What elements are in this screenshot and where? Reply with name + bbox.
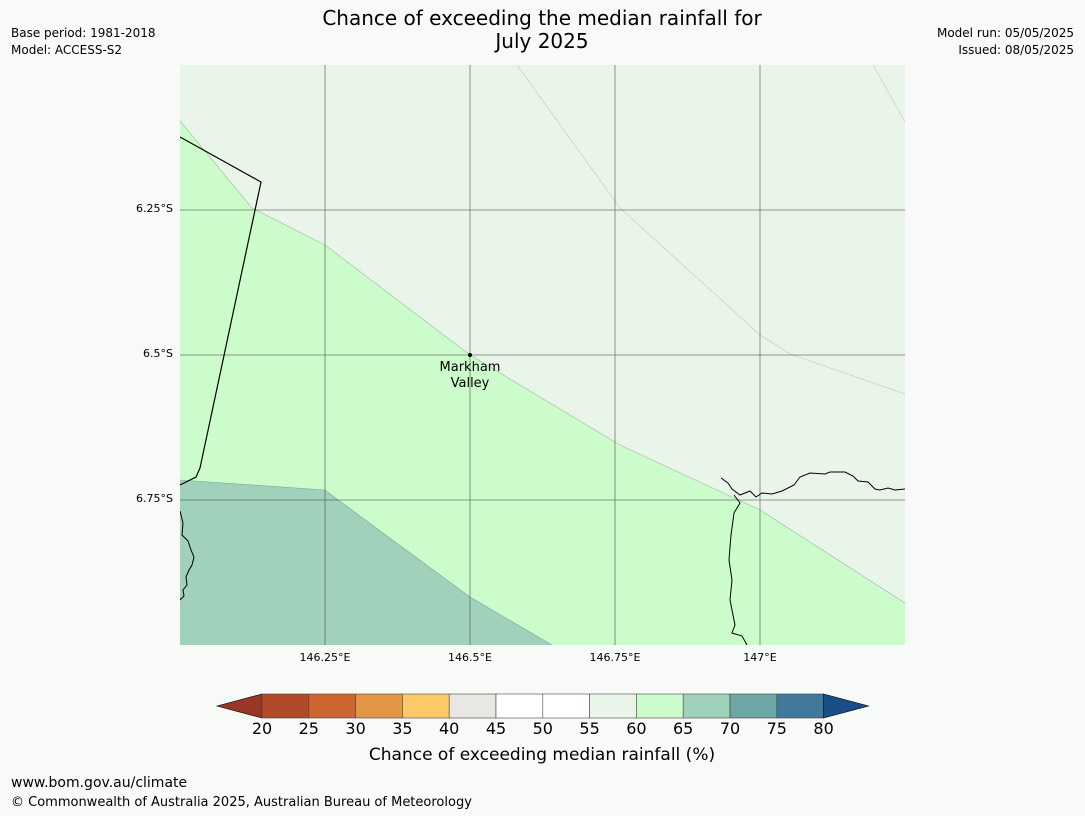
issued-text: Issued: 08/05/2025 (958, 43, 1074, 57)
colorbar-tick-label: 20 (251, 719, 273, 738)
colorbar-segment (589, 693, 637, 719)
model-text: Model: ACCESS-S2 (11, 43, 123, 57)
meta-right: Model run: 05/05/2025 Issued: 08/05/2025 (937, 25, 1074, 59)
colorbar-tick-label: 50 (532, 719, 553, 738)
colorbar-title: Chance of exceeding median rainfall (%) (368, 745, 716, 765)
lat-label-1: 6.25°S (136, 202, 173, 215)
colorbar-segment (729, 693, 778, 719)
place-marker (468, 353, 472, 357)
colorbar-over-arrow (823, 693, 870, 719)
colorbar-segment (636, 693, 684, 719)
colorbar-tick-label: 75 (766, 719, 787, 738)
colorbar-tick-label: 45 (485, 719, 507, 738)
place-label-line-1: Markham (439, 360, 501, 375)
colorbar-tick-label: 60 (626, 719, 647, 738)
river-south (728, 494, 748, 645)
river-line (720, 471, 905, 498)
colorbar-segment (261, 693, 310, 719)
band-60-65-region (180, 121, 905, 645)
colorbar-tick-label: 35 (392, 719, 413, 738)
colorbar-tick-label: 25 (298, 719, 319, 738)
colorbar-tick-label: 70 (719, 719, 741, 738)
lon-label-1: 146.25°E (299, 651, 351, 664)
colorbar-segment (355, 693, 403, 719)
colorbar-tick-label: 30 (345, 719, 366, 738)
band-50-55-region-top (180, 65, 905, 394)
title-line-1: Chance of exceeding the median rainfall … (322, 6, 762, 30)
lat-label-2: 6.5°S (143, 347, 173, 360)
title-line-2: July 2025 (495, 29, 589, 53)
colorbar-tick-label: 40 (439, 719, 460, 738)
base-period-text: Base period: 1981-2018 (11, 26, 156, 40)
border-line (180, 136, 262, 486)
contour-line-corner (872, 65, 905, 123)
footer-copyright: © Commonwealth of Australia 2025, Austra… (11, 795, 472, 810)
colorbar-tick-label: 65 (673, 719, 694, 738)
colorbar-segment (776, 693, 824, 719)
model-run-text: Model run: 05/05/2025 (936, 26, 1074, 40)
meta-left: Base period: 1981-2018 Model: ACCESS-S2 (11, 25, 156, 59)
place-label: Markham Valley (420, 360, 520, 392)
colorbar (215, 693, 870, 719)
coastline-west (180, 510, 195, 601)
lat-label-3: 6.75°S (136, 492, 173, 505)
lon-label-3: 146.75°E (589, 651, 641, 664)
colorbar-segment (448, 693, 497, 719)
map-title: Chance of exceeding the median rainfall … (242, 7, 842, 53)
colorbar-tick-label: 55 (579, 719, 600, 738)
colorbar-segment (402, 693, 450, 719)
colorbar-segment (682, 693, 731, 719)
contour-line-65-70 (180, 479, 553, 645)
footer-url[interactable]: www.bom.gov.au/climate (11, 775, 188, 791)
rainfall-map (180, 65, 905, 645)
colorbar-segment (495, 693, 544, 719)
colorbar-under-arrow (215, 693, 263, 719)
place-label-line-2: Valley (450, 376, 490, 391)
lon-label-2: 146.5°E (448, 651, 492, 664)
colorbar-segment (308, 693, 356, 719)
band-65-70-region (180, 480, 552, 645)
colorbar-segment (542, 693, 590, 719)
colorbar-tick-label: 80 (813, 719, 834, 738)
lon-label-4: 147°E (743, 651, 777, 664)
